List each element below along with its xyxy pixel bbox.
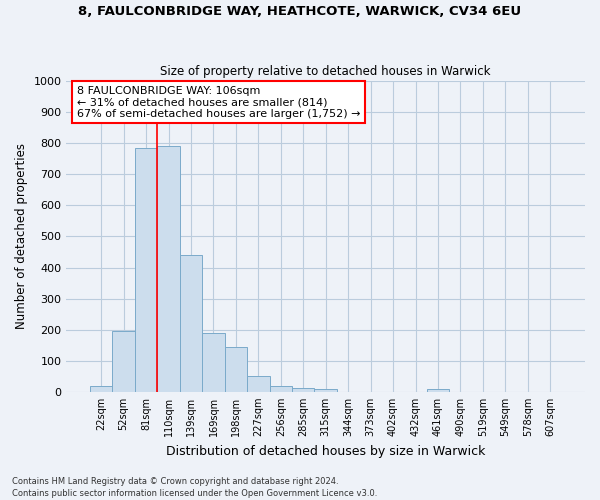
Bar [314, 388, 337, 392]
Bar [224, 346, 247, 392]
Text: 8 FAULCONBRIDGE WAY: 106sqm
← 31% of detached houses are smaller (814)
67% of se: 8 FAULCONBRIDGE WAY: 106sqm ← 31% of det… [77, 86, 360, 119]
X-axis label: Distribution of detached houses by size in Warwick: Distribution of detached houses by size … [166, 444, 485, 458]
Bar [157, 146, 180, 392]
Bar [135, 148, 157, 392]
Bar [269, 386, 292, 392]
Bar [112, 331, 135, 392]
Y-axis label: Number of detached properties: Number of detached properties [15, 144, 28, 330]
Bar [90, 386, 112, 392]
Bar [202, 333, 224, 392]
Bar [292, 388, 314, 392]
Text: Contains HM Land Registry data © Crown copyright and database right 2024.
Contai: Contains HM Land Registry data © Crown c… [12, 476, 377, 498]
Title: Size of property relative to detached houses in Warwick: Size of property relative to detached ho… [160, 66, 491, 78]
Bar [247, 376, 269, 392]
Bar [180, 255, 202, 392]
Bar [427, 390, 449, 392]
Text: 8, FAULCONBRIDGE WAY, HEATHCOTE, WARWICK, CV34 6EU: 8, FAULCONBRIDGE WAY, HEATHCOTE, WARWICK… [79, 5, 521, 18]
